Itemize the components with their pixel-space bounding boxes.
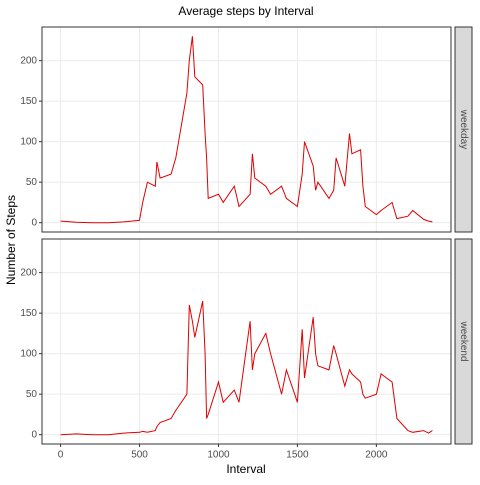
x-tick-label: 0 [58, 450, 64, 461]
y-tick-label: 0 [31, 429, 37, 440]
chart-title: Average steps by Interval [178, 4, 313, 18]
y-tick-label: 200 [20, 267, 37, 278]
x-tick-label: 1000 [207, 450, 230, 461]
strip [454, 26, 473, 233]
y-tick-label: 100 [20, 348, 37, 359]
y-tick-label: 150 [20, 96, 37, 107]
panel-border [41, 26, 452, 233]
y-tick-label: 50 [26, 177, 38, 188]
panel-border [41, 238, 452, 445]
data-line [60, 36, 433, 224]
y-tick-label: 100 [20, 136, 37, 147]
x-axis-label: Interval [226, 462, 265, 476]
y-tick-label: 0 [31, 217, 37, 228]
y-tick-label: 50 [26, 389, 38, 400]
data-line [60, 300, 433, 436]
x-tick-label: 500 [131, 450, 148, 461]
x-tick-label: 1500 [286, 450, 309, 461]
strip [454, 238, 473, 445]
y-tick-label: 150 [20, 308, 37, 319]
panel [42, 239, 451, 444]
strip-label: weekday [458, 109, 469, 149]
panel [42, 27, 451, 232]
strip-label: weekend [458, 320, 469, 361]
y-tick-label: 200 [20, 55, 37, 66]
x-tick-label: 2000 [365, 450, 388, 461]
y-axis-label: Number of Steps [4, 195, 18, 285]
